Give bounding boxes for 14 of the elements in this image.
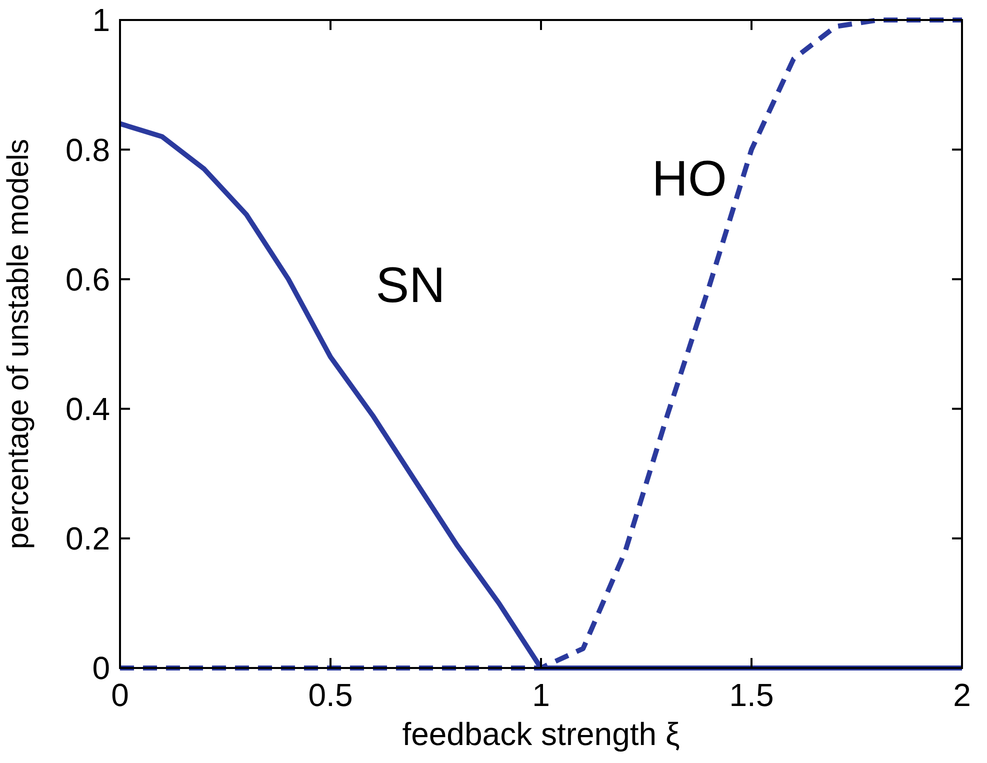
- x-tick-label: 1.5: [729, 677, 774, 713]
- y-tick-label: 1: [92, 2, 110, 38]
- x-tick-label: 1: [532, 677, 550, 713]
- x-axis-title: feedback strength ξ: [402, 716, 680, 752]
- y-tick-label: 0.2: [66, 520, 110, 557]
- y-tick-label: 0.4: [66, 391, 110, 427]
- y-tick-label: 0: [92, 650, 110, 686]
- x-tick-label: 0.5: [308, 677, 353, 713]
- series-label: SN: [376, 256, 446, 313]
- y-tick-label: 0.6: [66, 261, 110, 298]
- x-tick-label: 2: [953, 677, 971, 713]
- y-tick-label: 0.8: [66, 132, 110, 168]
- y-axis-title: percentage of unstable models: [2, 138, 35, 550]
- series-label: HO: [652, 150, 727, 207]
